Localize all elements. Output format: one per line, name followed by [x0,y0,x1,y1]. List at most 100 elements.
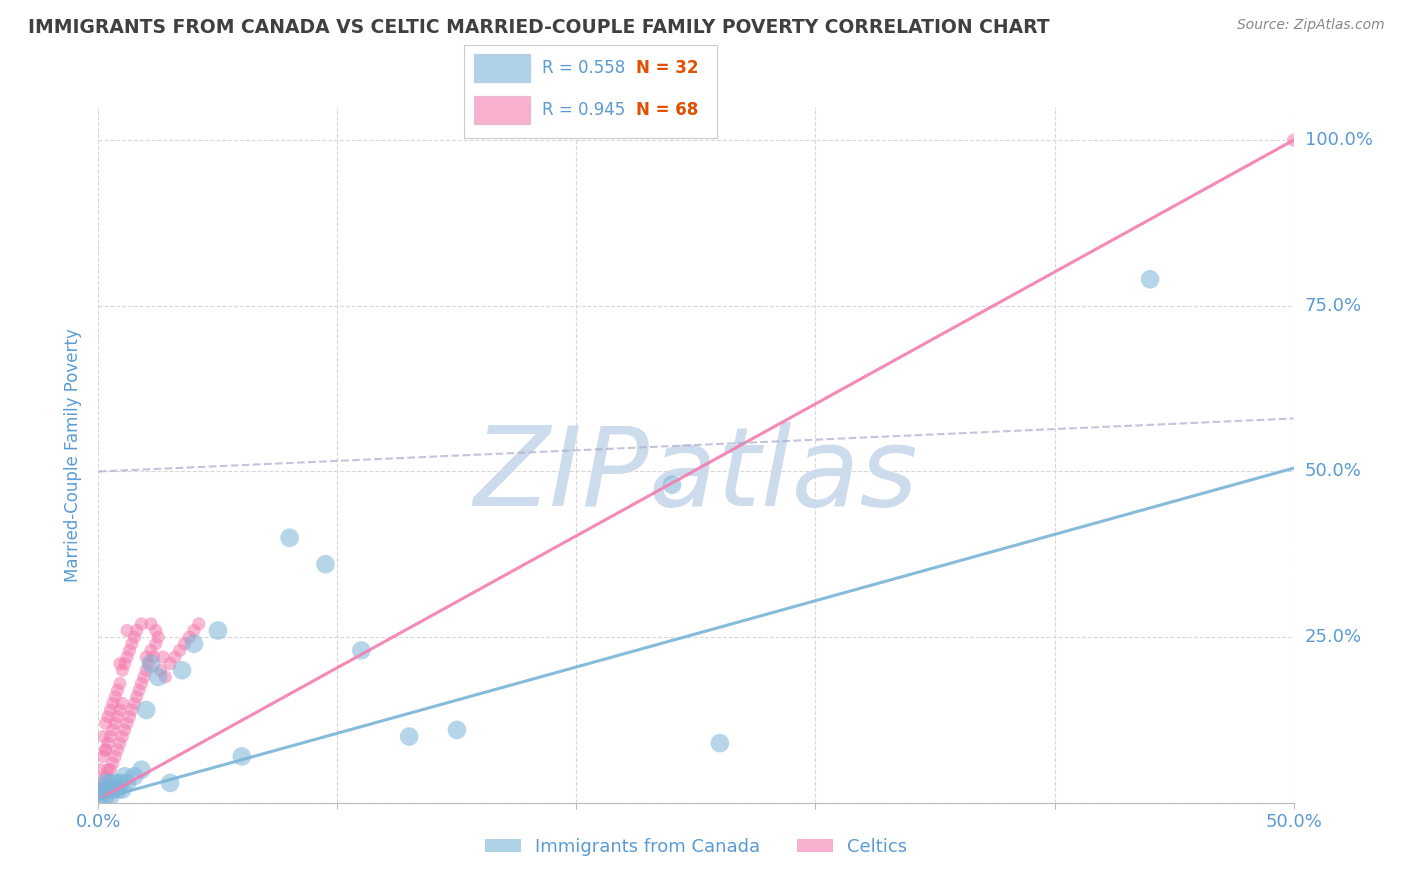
Text: Source: ZipAtlas.com: Source: ZipAtlas.com [1237,18,1385,32]
Point [91,782,114,797]
Point [91,730,114,744]
Point [159,657,181,671]
Point [90,789,112,804]
Point [114,657,136,671]
Point [104,749,127,764]
Text: 100.0%: 100.0% [1305,131,1372,149]
Point [278,531,301,545]
Point [231,749,253,764]
Point [115,650,138,665]
Point [446,723,468,737]
Point [155,670,177,684]
FancyBboxPatch shape [474,96,530,124]
Text: N = 68: N = 68 [636,101,699,120]
Point [128,683,150,698]
Point [101,756,124,770]
Point [91,776,114,790]
Text: N = 32: N = 32 [636,59,699,77]
Point [98,730,122,744]
Point [183,624,205,638]
Point [114,723,136,737]
Point [661,477,683,491]
Point [94,743,117,757]
Point [207,624,229,638]
Point [183,637,205,651]
Point [101,782,124,797]
Text: 50.0%: 50.0% [1305,462,1361,481]
Point [125,690,148,704]
Point [111,782,134,797]
Point [108,676,131,690]
Point [149,663,172,677]
Point [1282,133,1305,147]
Point [91,749,114,764]
Point [114,769,136,783]
Point [101,723,124,737]
Point [121,637,143,651]
Point [111,730,134,744]
Point [135,650,157,665]
Point [118,643,141,657]
Point [94,743,117,757]
Point [131,676,153,690]
Point [159,776,181,790]
Point [139,643,162,657]
Point [108,703,131,717]
Point [139,616,162,631]
Point [94,716,117,731]
Text: ZIPatlas: ZIPatlas [474,422,918,529]
Point [115,776,138,790]
Point [142,650,165,665]
Text: R = 0.558: R = 0.558 [543,59,641,77]
Point [115,624,138,638]
Point [187,616,209,631]
Point [148,630,170,644]
Point [124,630,146,644]
Point [107,782,129,797]
Point [108,776,131,790]
FancyBboxPatch shape [474,54,530,82]
Point [97,736,120,750]
Text: IMMIGRANTS FROM CANADA VS CELTIC MARRIED-COUPLE FAMILY POVERTY CORRELATION CHART: IMMIGRANTS FROM CANADA VS CELTIC MARRIED… [28,18,1050,37]
Point [173,637,195,651]
Point [124,697,146,711]
Point [90,782,112,797]
Point [94,776,117,790]
Point [124,769,146,783]
Point [398,730,420,744]
Point [1139,272,1161,286]
Point [163,650,186,665]
Point [709,736,731,750]
Point [118,709,141,723]
Legend: Immigrants from Canada, Celtics: Immigrants from Canada, Celtics [478,831,914,863]
Point [97,782,120,797]
Point [131,616,153,631]
Point [121,703,143,717]
Point [131,763,153,777]
Point [98,776,122,790]
Point [107,709,129,723]
Y-axis label: Married-Couple Family Poverty: Married-Couple Family Poverty [65,328,83,582]
Point [315,558,337,572]
Text: R = 0.945: R = 0.945 [543,101,641,120]
Point [145,624,167,638]
Point [148,670,170,684]
Point [98,789,122,804]
Point [350,643,373,657]
Point [138,657,160,671]
Point [107,683,129,698]
Point [97,709,120,723]
Point [108,657,131,671]
Point [172,663,194,677]
Text: 75.0%: 75.0% [1305,297,1362,315]
Point [104,690,127,704]
Point [104,716,127,731]
Point [125,624,148,638]
Point [115,716,138,731]
Text: 25.0%: 25.0% [1305,628,1362,646]
Point [94,769,117,783]
Point [111,697,134,711]
Point [94,789,117,804]
Point [179,630,201,644]
Point [139,657,162,671]
